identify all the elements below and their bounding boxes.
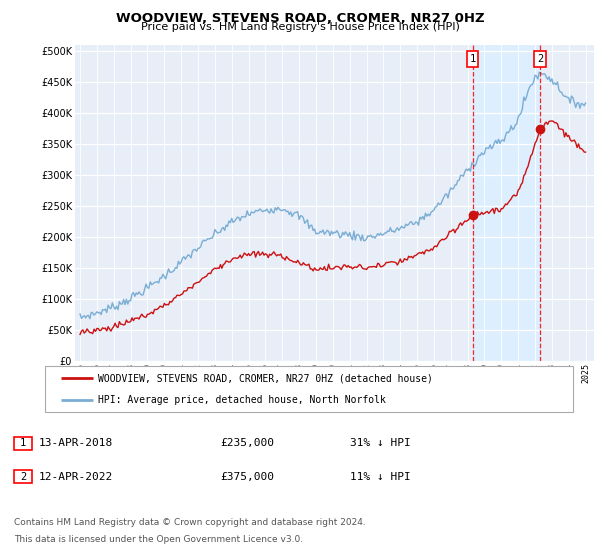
- Text: £375,000: £375,000: [220, 472, 274, 482]
- Text: 31% ↓ HPI: 31% ↓ HPI: [350, 438, 411, 449]
- Text: HPI: Average price, detached house, North Norfolk: HPI: Average price, detached house, Nort…: [98, 395, 386, 405]
- Text: 11% ↓ HPI: 11% ↓ HPI: [350, 472, 411, 482]
- Text: This data is licensed under the Open Government Licence v3.0.: This data is licensed under the Open Gov…: [14, 535, 303, 544]
- Text: 1: 1: [20, 438, 26, 449]
- FancyBboxPatch shape: [45, 366, 573, 412]
- Bar: [473, 45, 540, 361]
- Bar: [14, 470, 32, 483]
- Text: Price paid vs. HM Land Registry's House Price Index (HPI): Price paid vs. HM Land Registry's House …: [140, 22, 460, 32]
- Text: £235,000: £235,000: [220, 438, 274, 449]
- Text: WOODVIEW, STEVENS ROAD, CROMER, NR27 0HZ (detached house): WOODVIEW, STEVENS ROAD, CROMER, NR27 0HZ…: [98, 373, 433, 383]
- Text: 13-APR-2018: 13-APR-2018: [39, 438, 113, 449]
- Text: 2: 2: [537, 54, 543, 64]
- Text: Contains HM Land Registry data © Crown copyright and database right 2024.: Contains HM Land Registry data © Crown c…: [14, 518, 366, 527]
- Text: 2: 2: [20, 472, 26, 482]
- Text: WOODVIEW, STEVENS ROAD, CROMER, NR27 0HZ: WOODVIEW, STEVENS ROAD, CROMER, NR27 0HZ: [116, 12, 484, 25]
- Text: 1: 1: [469, 54, 476, 64]
- Text: 12-APR-2022: 12-APR-2022: [39, 472, 113, 482]
- Bar: [14, 437, 32, 450]
